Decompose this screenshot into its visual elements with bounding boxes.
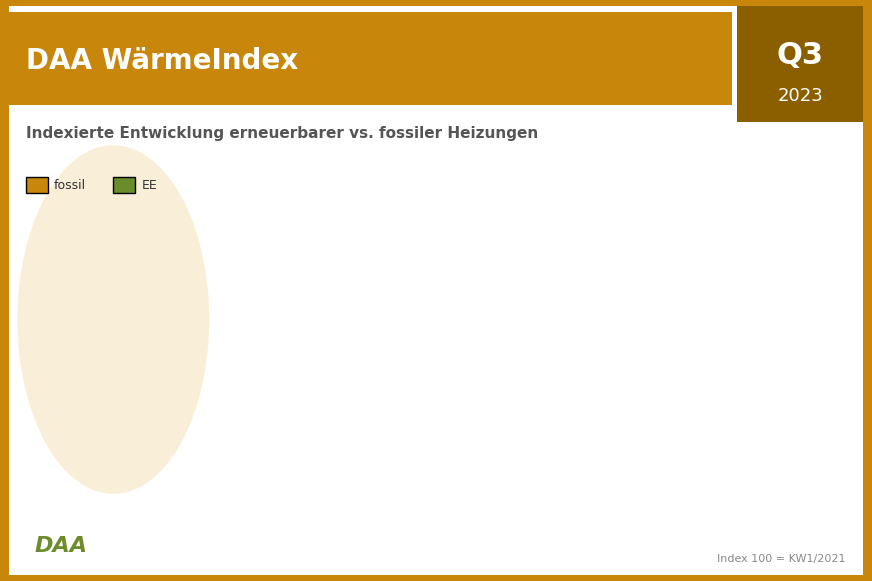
Bar	[509, 209, 600, 511]
FancyBboxPatch shape	[737, 6, 863, 122]
Text: 29.09.2023:
Bundesrat billigt
GEG 2024: 29.09.2023: Bundesrat billigt GEG 2024	[749, 262, 835, 295]
Text: Q3: Q3	[777, 41, 824, 70]
Text: DAA: DAA	[35, 536, 88, 556]
Text: Index 100 = KW1/2021: Index 100 = KW1/2021	[718, 554, 846, 564]
Text: 08.09.2023:
Bundestag stimmt
GEG 2024 zu: 08.09.2023: Bundestag stimmt GEG 2024 zu	[493, 262, 589, 295]
FancyBboxPatch shape	[9, 6, 863, 575]
Bar	[783, 209, 872, 511]
Bar	[418, 209, 509, 511]
FancyBboxPatch shape	[9, 12, 732, 105]
Bar	[235, 209, 327, 511]
Text: Indexierte Entwicklung erneuerbarer vs. fossiler Heizungen: Indexierte Entwicklung erneuerbarer vs. …	[26, 126, 538, 141]
Text: DAA WärmeIndex: DAA WärmeIndex	[26, 47, 298, 75]
Text: 2023: 2023	[778, 87, 823, 105]
Bar	[327, 209, 418, 511]
FancyBboxPatch shape	[26, 177, 48, 193]
Text: EE: EE	[141, 179, 157, 192]
Bar	[600, 209, 691, 511]
Bar	[691, 209, 783, 511]
Text: fossil: fossil	[54, 179, 86, 192]
Ellipse shape	[17, 145, 209, 494]
FancyBboxPatch shape	[113, 177, 135, 193]
